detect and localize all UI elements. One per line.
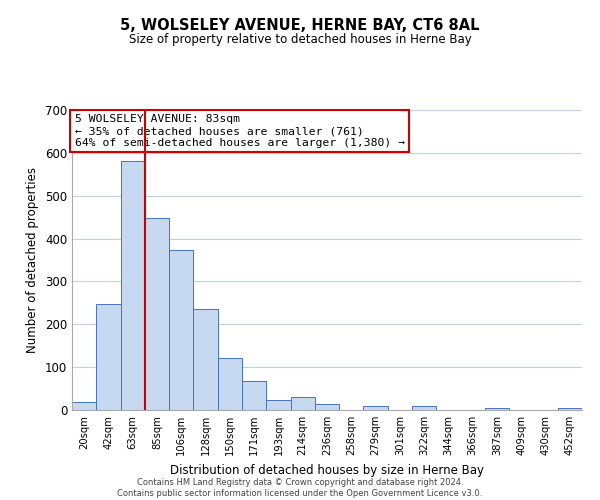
Bar (290, 396, 315, 410)
Text: 5, WOLSELEY AVENUE, HERNE BAY, CT6 8AL: 5, WOLSELEY AVENUE, HERNE BAY, CT6 8AL (120, 18, 480, 32)
Bar (364, 406, 388, 410)
Bar (485, 408, 509, 410)
Bar (193, 309, 218, 410)
Bar (96, 304, 121, 410)
Text: Size of property relative to detached houses in Herne Bay: Size of property relative to detached ho… (128, 32, 472, 46)
Bar (121, 160, 145, 410)
Bar (242, 381, 266, 410)
Bar (558, 408, 582, 410)
Bar (145, 218, 169, 410)
Bar (218, 358, 242, 410)
Bar (72, 402, 96, 410)
Y-axis label: Number of detached properties: Number of detached properties (26, 167, 40, 353)
Text: 5 WOLSELEY AVENUE: 83sqm
← 35% of detached houses are smaller (761)
64% of semi-: 5 WOLSELEY AVENUE: 83sqm ← 35% of detach… (74, 114, 404, 148)
X-axis label: Distribution of detached houses by size in Herne Bay: Distribution of detached houses by size … (170, 464, 484, 476)
Bar (169, 250, 193, 410)
Bar (266, 400, 290, 410)
Bar (315, 404, 339, 410)
Bar (412, 406, 436, 410)
Text: Contains HM Land Registry data © Crown copyright and database right 2024.
Contai: Contains HM Land Registry data © Crown c… (118, 478, 482, 498)
